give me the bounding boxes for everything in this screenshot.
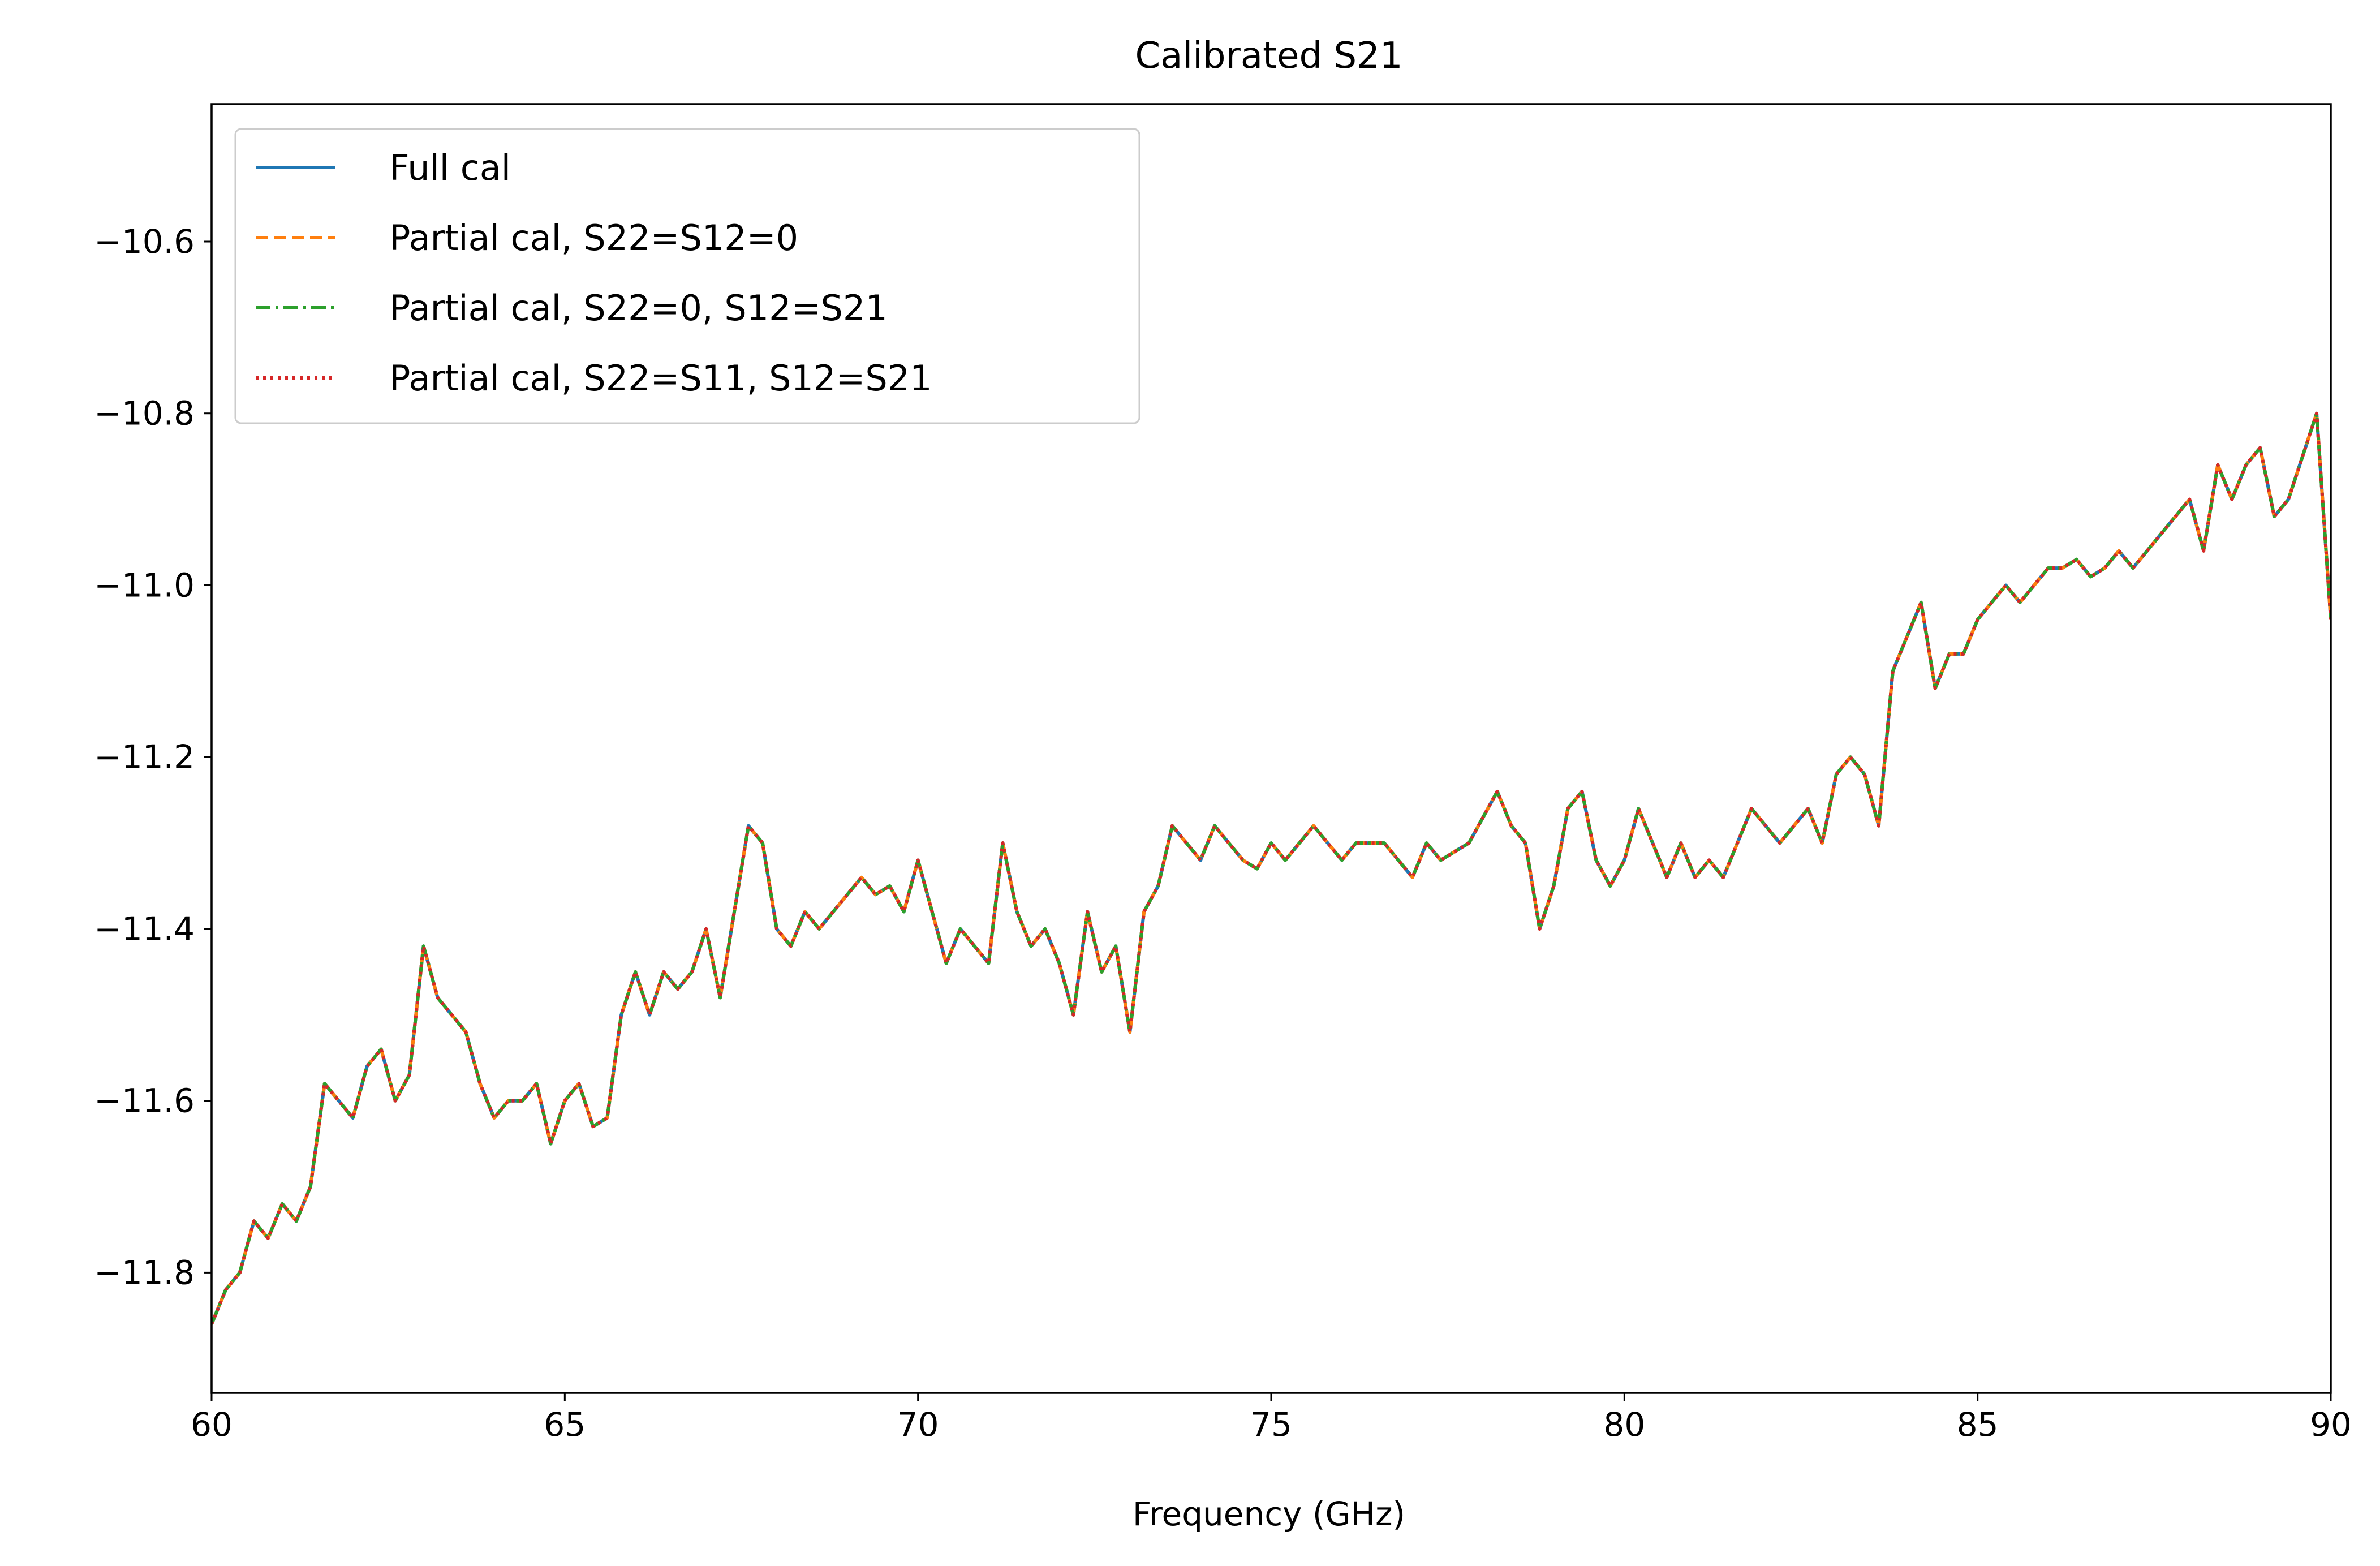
legend-label-2: Partial cal, S22=S12=0 [389, 217, 798, 259]
x-tick-label: 75 [1250, 1405, 1292, 1444]
y-tick-label: −10.6 [94, 222, 195, 261]
y-tick-label: −11.8 [94, 1253, 195, 1292]
legend: Full cal Partial cal, S22=S12=0 Partial ca… [234, 128, 1140, 424]
y-tick-label: −11.6 [94, 1082, 195, 1120]
series-line-4 [212, 411, 2331, 1325]
chart-title: Calibrated S21 [1135, 35, 1402, 77]
legend-label-4: Partial cal, S22=S11, S12=S21 [389, 358, 932, 399]
x-tick-label: 90 [2310, 1405, 2352, 1444]
x-tick-label: 70 [897, 1405, 939, 1444]
x-tick-label: 85 [1957, 1405, 1999, 1444]
x-tick-label: 80 [1603, 1405, 1645, 1444]
legend-label-1: Full cal [389, 147, 511, 188]
x-tick-label: 60 [191, 1405, 233, 1444]
y-tick-label: −10.8 [94, 394, 195, 433]
legend-label-3: Partial cal, S22=0, S12=S21 [389, 287, 888, 329]
series-group [212, 411, 2331, 1325]
plot-area: 60 65 70 75 80 85 90 −11.8 −11.6 −11.4 −11.2 −11.0 −… [94, 103, 2352, 1444]
y-tick-label: −11.0 [94, 566, 195, 604]
y-tick-label: −11.4 [94, 910, 195, 948]
x-tick-label: 65 [544, 1405, 586, 1444]
x-axis-label: Frequency (GHz) [1133, 1495, 1405, 1533]
y-tick-label: −11.2 [94, 738, 195, 776]
legend-frame [234, 128, 1140, 424]
